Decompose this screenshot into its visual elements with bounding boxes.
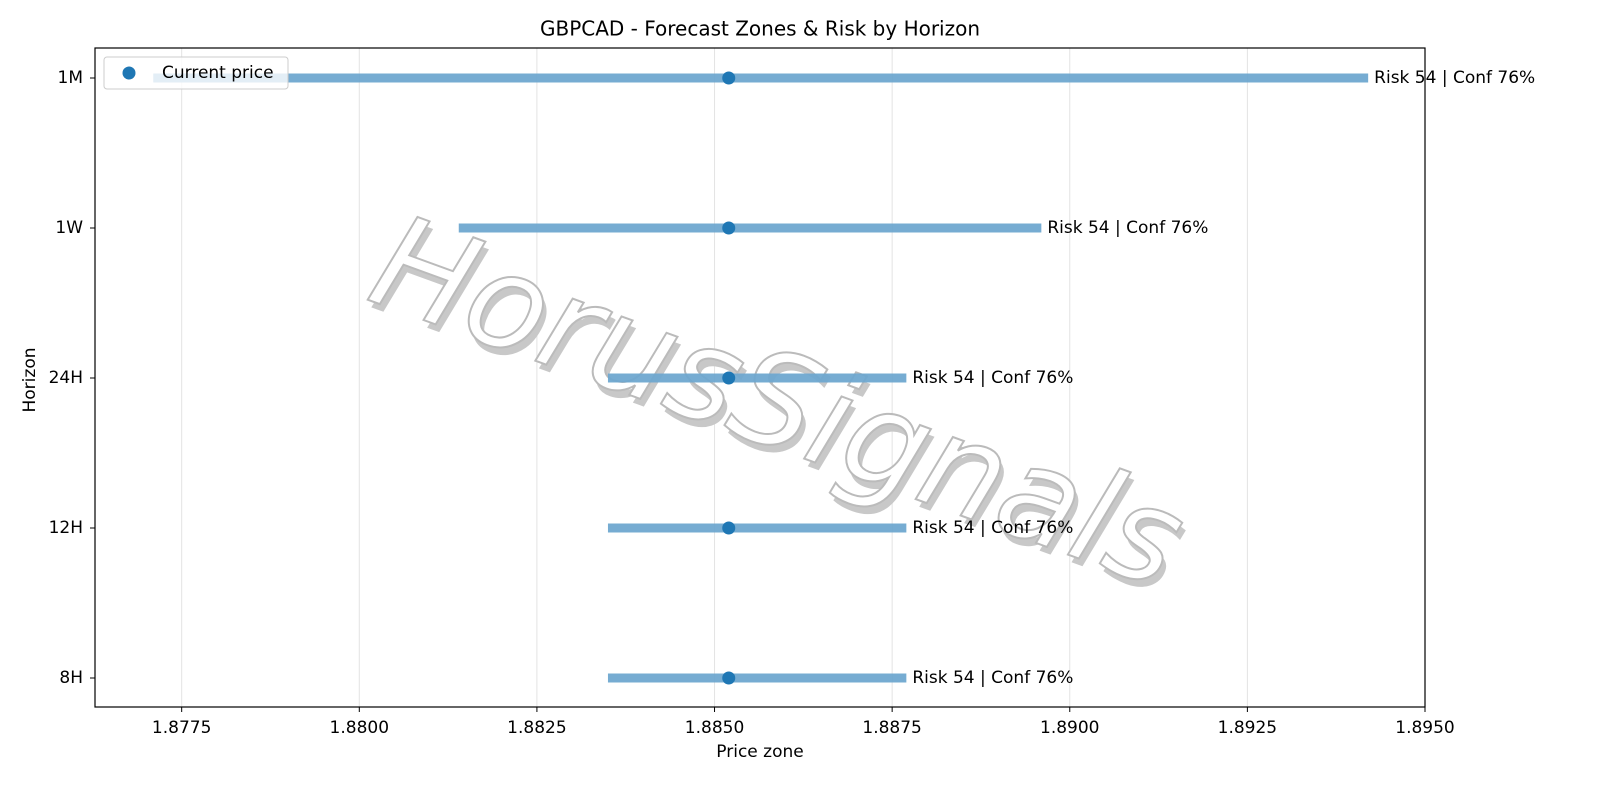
zone-label: Risk 54 | Conf 76% bbox=[912, 668, 1073, 688]
current-price-point bbox=[722, 221, 736, 235]
chart-title: GBPCAD - Forecast Zones & Risk by Horizo… bbox=[540, 17, 980, 41]
y-tick-label: 1W bbox=[55, 218, 83, 238]
current-price-point bbox=[722, 671, 736, 685]
x-tick-label: 1.8800 bbox=[330, 718, 389, 738]
x-tick-label: 1.8875 bbox=[862, 718, 921, 738]
y-tick-label: 24H bbox=[49, 368, 83, 388]
zone-label: Risk 54 | Conf 76% bbox=[1047, 218, 1208, 238]
legend-label: Current price bbox=[162, 63, 274, 83]
current-price-point bbox=[722, 371, 736, 385]
legend: Current price bbox=[103, 56, 289, 90]
zone-label: Risk 54 | Conf 76% bbox=[1374, 68, 1535, 88]
current-price-point bbox=[722, 71, 736, 85]
x-tick-label: 1.8900 bbox=[1040, 718, 1099, 738]
plot-frame bbox=[94, 47, 1426, 708]
watermark-text: HorusSignals bbox=[354, 185, 1203, 618]
y-tick-label: 1M bbox=[58, 68, 83, 88]
y-tick-label: 12H bbox=[49, 518, 83, 538]
x-tick-label: 1.8850 bbox=[685, 718, 744, 738]
legend-marker bbox=[122, 66, 136, 80]
x-tick-label: 1.8925 bbox=[1218, 718, 1277, 738]
zone-label: Risk 54 | Conf 76% bbox=[912, 518, 1073, 538]
x-axis-label: Price zone bbox=[716, 742, 803, 762]
y-tick-label: 8H bbox=[59, 668, 83, 688]
zone-label: Risk 54 | Conf 76% bbox=[912, 368, 1073, 388]
x-tick-label: 1.8950 bbox=[1395, 718, 1454, 738]
plot: 1.8775 1.8800 1.8825 1.8850 1.8875 1.8900 1.89… bbox=[49, 47, 1535, 738]
legend-box bbox=[103, 56, 289, 90]
y-axis-label: Horizon bbox=[20, 348, 40, 413]
current-price-point bbox=[722, 521, 736, 535]
x-tick-label: 1.8775 bbox=[152, 718, 211, 738]
x-tick-label: 1.8825 bbox=[507, 718, 566, 738]
